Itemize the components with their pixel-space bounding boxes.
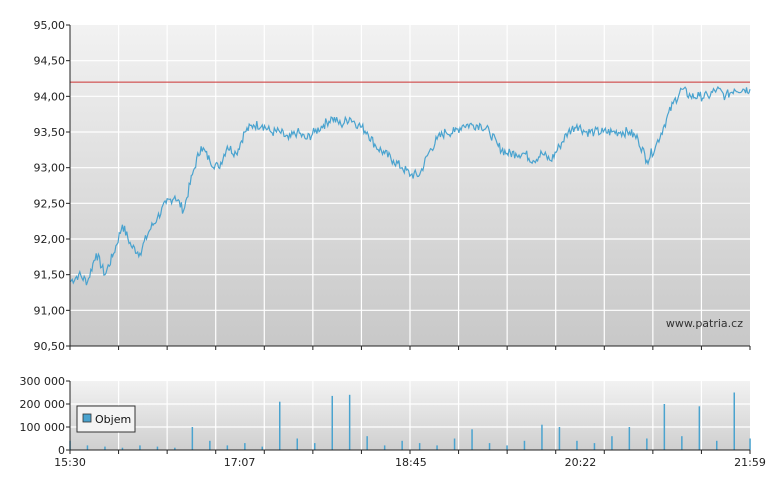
volume-y-tick-label: 0 xyxy=(58,444,65,457)
volume-bar xyxy=(471,429,473,450)
volume-bar xyxy=(611,436,613,450)
volume-bar xyxy=(523,440,526,450)
volume-bar xyxy=(453,438,456,450)
volume-bar xyxy=(698,406,701,450)
price-y-tick-label: 95,00 xyxy=(34,19,66,32)
volume-bar xyxy=(279,401,281,450)
volume-bar xyxy=(86,445,89,450)
price-line xyxy=(69,85,751,286)
volume-bar xyxy=(348,394,351,450)
volume-bar xyxy=(646,438,648,450)
volume-x-axis: 15:30 17:07 18:45 20:22 21:59 xyxy=(54,450,766,469)
volume-bar xyxy=(628,427,631,450)
volume-bar xyxy=(104,446,106,450)
price-y-tick-label: 91,50 xyxy=(34,269,66,282)
volume-bar xyxy=(156,446,159,450)
volume-bar xyxy=(541,424,543,450)
volume-bar xyxy=(749,438,751,450)
volume-bar xyxy=(174,447,176,450)
price-x-ticks xyxy=(69,346,751,350)
volume-bar xyxy=(366,436,368,450)
price-y-tick-label: 94,50 xyxy=(34,55,66,68)
price-y-tick-label: 93,00 xyxy=(34,162,66,175)
watermark: www.patria.cz xyxy=(666,317,743,330)
price-y-tick-label: 92,50 xyxy=(34,197,66,210)
legend-label: Objem xyxy=(95,413,131,426)
volume-bar xyxy=(226,445,229,450)
volume-bar xyxy=(401,440,403,450)
volume-bar xyxy=(593,443,596,450)
price-y-tick-label: 91,00 xyxy=(34,304,66,317)
volume-bar xyxy=(139,445,141,450)
volume-y-tick-label: 100 000 xyxy=(20,421,66,434)
volume-bars xyxy=(69,392,751,450)
x-tick-label: 18:45 xyxy=(395,456,427,469)
volume-panel: 300 000 200 000 100 000 0 15:30 17:07 18:45 20… xyxy=(20,375,766,469)
volume-bar xyxy=(209,440,211,450)
price-y-tick-label: 94,00 xyxy=(34,90,66,103)
price-grid xyxy=(70,25,750,346)
price-y-tick-label: 92,00 xyxy=(34,233,66,246)
volume-bar xyxy=(383,445,386,450)
price-panel: 95,00 94,50 94,00 93,50 93,00 92,50 92,00 91,50… xyxy=(34,19,751,353)
volume-bar xyxy=(314,443,316,450)
volume-bar xyxy=(576,440,578,450)
x-tick-label: 21:59 xyxy=(734,456,766,469)
volume-bar xyxy=(244,443,246,450)
volume-bar xyxy=(121,447,124,450)
volume-bar xyxy=(506,445,508,450)
volume-bar xyxy=(558,427,561,450)
volume-bar xyxy=(296,438,298,450)
volume-bar xyxy=(716,440,718,450)
volume-bar xyxy=(191,427,194,450)
volume-bar xyxy=(733,392,735,450)
legend: Objem xyxy=(76,405,136,433)
volume-bar xyxy=(261,446,263,450)
x-tick-label: 15:30 xyxy=(54,456,86,469)
volume-y-axis: 300 000 200 000 100 000 0 xyxy=(20,375,70,457)
volume-bar xyxy=(681,436,683,450)
volume-bar xyxy=(436,445,438,450)
price-y-tick-label: 90,50 xyxy=(34,340,66,353)
volume-y-tick-label: 200 000 xyxy=(20,398,66,411)
price-y-tick-label: 93,50 xyxy=(34,126,66,139)
x-tick-label: 20:22 xyxy=(565,456,597,469)
volume-bar xyxy=(488,443,491,450)
x-tick-label: 17:07 xyxy=(224,456,256,469)
volume-grid xyxy=(70,381,750,450)
legend-swatch xyxy=(82,413,92,423)
volume-bar xyxy=(331,395,333,450)
volume-y-tick-label: 300 000 xyxy=(20,375,66,388)
volume-bar xyxy=(418,443,421,450)
price-y-axis: 95,00 94,50 94,00 93,50 93,00 92,50 92,00 91,50… xyxy=(34,19,70,353)
volume-bar xyxy=(663,404,666,450)
